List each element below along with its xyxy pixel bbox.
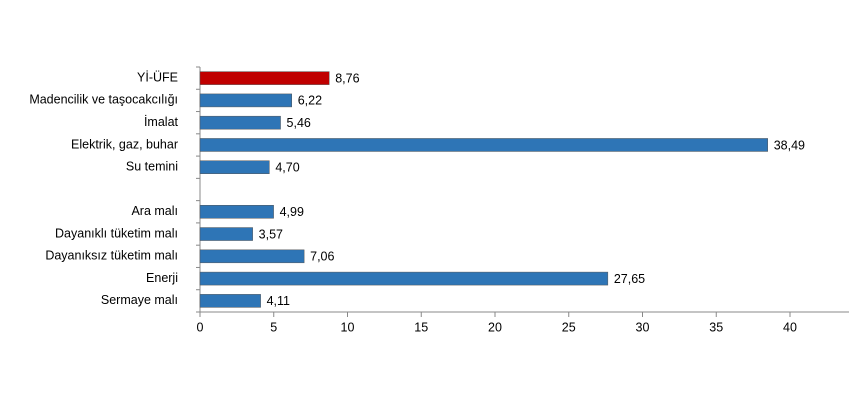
x-tick-label: 10 bbox=[341, 320, 355, 334]
x-tick-label: 25 bbox=[562, 320, 576, 334]
bar bbox=[199, 227, 253, 241]
bar bbox=[199, 271, 609, 286]
x-tick-label: 0 bbox=[197, 320, 204, 334]
bar bbox=[199, 205, 274, 219]
bar bbox=[199, 93, 292, 108]
y-tick-label: Yİ-ÜFE bbox=[137, 70, 178, 84]
y-tick-label: Dayanıksız tüketim malı bbox=[45, 249, 178, 263]
bar bbox=[199, 160, 270, 174]
bar bbox=[199, 249, 305, 264]
value-label: 4,99 bbox=[280, 205, 304, 219]
value-label: 7,06 bbox=[310, 250, 334, 264]
x-tick-label: 15 bbox=[414, 320, 428, 334]
value-label: 6,22 bbox=[298, 94, 322, 108]
y-tick-label: Dayanıklı tüketim malı bbox=[55, 226, 178, 240]
y-tick-label: Su temini bbox=[126, 160, 178, 174]
x-tick-label: 5 bbox=[270, 320, 277, 334]
value-label: 38,49 bbox=[774, 138, 805, 152]
bar bbox=[199, 138, 768, 152]
value-label: 4,11 bbox=[267, 294, 290, 308]
y-tick-label: Elektrik, gaz, buhar bbox=[71, 137, 178, 151]
y-tick-label: Ara malı bbox=[131, 204, 178, 218]
y-tick-label: Enerji bbox=[146, 271, 178, 285]
y-tick-label: Madencilik ve taşocakcılığı bbox=[29, 93, 178, 107]
x-tick-label: 30 bbox=[636, 320, 650, 334]
bar bbox=[199, 115, 281, 130]
bar bbox=[199, 294, 261, 308]
x-tick-label: 40 bbox=[783, 320, 797, 334]
value-label: 8,76 bbox=[335, 71, 359, 85]
x-tick-label: 20 bbox=[488, 320, 502, 334]
value-label: 27,65 bbox=[614, 272, 645, 286]
value-label: 3,57 bbox=[259, 227, 283, 241]
y-tick-label: Sermaye malı bbox=[101, 293, 178, 307]
value-label: 4,70 bbox=[275, 161, 299, 175]
y-tick-label: İmalat bbox=[144, 115, 179, 129]
value-label: 5,46 bbox=[287, 116, 311, 130]
x-tick-label: 35 bbox=[709, 320, 723, 334]
bar bbox=[199, 71, 330, 85]
